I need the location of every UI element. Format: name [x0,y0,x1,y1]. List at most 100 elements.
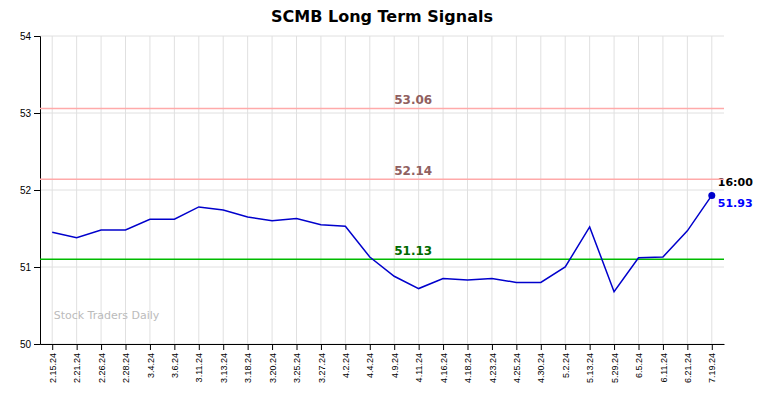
tick: 6.21.24 [683,344,693,383]
tick-mark [468,344,469,350]
tick: 52 [20,185,40,196]
tick: 2.21.24 [72,344,82,383]
grid-line [296,36,297,344]
tick-label: 52 [20,185,32,196]
tick-mark [126,344,127,350]
tick-mark [77,344,78,350]
tick: 2.15.24 [48,344,58,383]
tick: 4.9.24 [390,344,400,378]
title: SCMB Long Term Signals [271,7,493,26]
tick: 5.2.24 [561,344,571,378]
tick-mark [34,344,40,345]
marks-inner [40,108,724,291]
tick-mark [614,344,615,350]
tick-mark [223,344,224,350]
tick-mark [663,344,664,350]
tick-label: 2.15.24 [48,353,58,383]
tick-label: 4.18.24 [463,353,473,383]
tick-label: 2.21.24 [72,353,82,383]
tick-mark [34,267,40,268]
tick: 54 [20,31,40,42]
tick-mark [590,344,591,350]
tick-mark [34,190,40,191]
tick: 4.25.24 [512,344,522,383]
tick-label: 50 [20,339,32,350]
tick: 4.18.24 [463,344,473,383]
tick-label: 4.30.24 [536,353,546,383]
grid-line [662,36,663,344]
tick-label: 3.13.24 [219,353,229,383]
tick-label: 2.26.24 [97,353,107,383]
tick-mark [101,344,102,350]
tick: 2.26.24 [97,344,107,383]
tick-label: 3.11.24 [194,353,204,382]
tick: 4.30.24 [536,344,546,383]
reference-line [40,259,724,261]
plot: Stock Traders Daily2.15.242.21.242.26.24… [20,31,753,383]
tick-mark [370,344,371,350]
tick-label: 51 [20,262,32,273]
tick: 6.11.24 [659,344,669,382]
grid-line [638,36,639,344]
grid-line [565,36,566,344]
tick-mark [248,344,249,350]
tick: 3.13.24 [219,344,229,383]
tick: 3.20.24 [268,344,278,383]
last-point [708,192,715,199]
tick-mark [516,344,517,350]
grid-line [247,36,248,344]
reference-label: 53.06 [394,93,432,107]
tick-mark [52,344,53,350]
tick-mark [345,344,346,350]
tick-mark [687,344,688,350]
marks [40,108,724,291]
grid [40,36,724,344]
tick-label: 4.23.24 [488,353,498,383]
tick-mark [272,344,273,350]
tick: 5.29.24 [610,344,620,383]
grid-line [320,36,321,344]
grid-line [589,36,590,344]
tick: 53 [20,108,40,119]
x-axis: 2.15.242.21.242.26.242.28.243.4.243.6.24… [41,344,725,383]
tick-label: 6.5.24 [634,353,644,378]
tick-label: 4.9.24 [390,353,400,378]
tick-label: 7.19.24 [707,353,717,383]
tick: 50 [20,339,40,350]
tick: 2.28.24 [121,344,131,383]
reference-line [40,108,724,110]
tick: 4.23.24 [488,344,498,383]
tick: 6.5.24 [634,344,644,378]
tick-label: 4.16.24 [439,353,449,383]
tick: 4.11.24 [414,344,424,382]
tick-mark [492,344,493,350]
tick-mark [394,344,395,350]
reference-line [40,178,724,180]
tick-mark [541,344,542,350]
tick: 4.16.24 [439,344,449,383]
grid-line [418,36,419,344]
tick-label: 3.18.24 [243,353,253,383]
y-axis: 50 51 52 53 54 [20,31,41,350]
tick-label: 5.13.24 [585,353,595,383]
tick: 3.6.24 [170,344,180,378]
tick-label: 3.6.24 [170,353,180,378]
tick: 51 [20,262,40,273]
annotation: 51.93 [718,197,753,210]
grid-line [345,36,346,344]
tick: 3.25.24 [292,344,302,383]
grid-line [369,36,370,344]
tick: 4.4.24 [365,344,375,378]
grid-line [76,36,77,344]
grid-line [40,36,724,37]
grid-line [711,36,712,344]
tick: 5.13.24 [585,344,595,383]
line [52,195,712,291]
axis-line [34,37,41,345]
tick-label: 3.25.24 [292,353,302,383]
tick: 4.2.24 [341,344,351,378]
grid-line [198,36,199,344]
tick-mark [321,344,322,350]
tick-mark [297,344,298,350]
tick-mark [174,344,175,350]
